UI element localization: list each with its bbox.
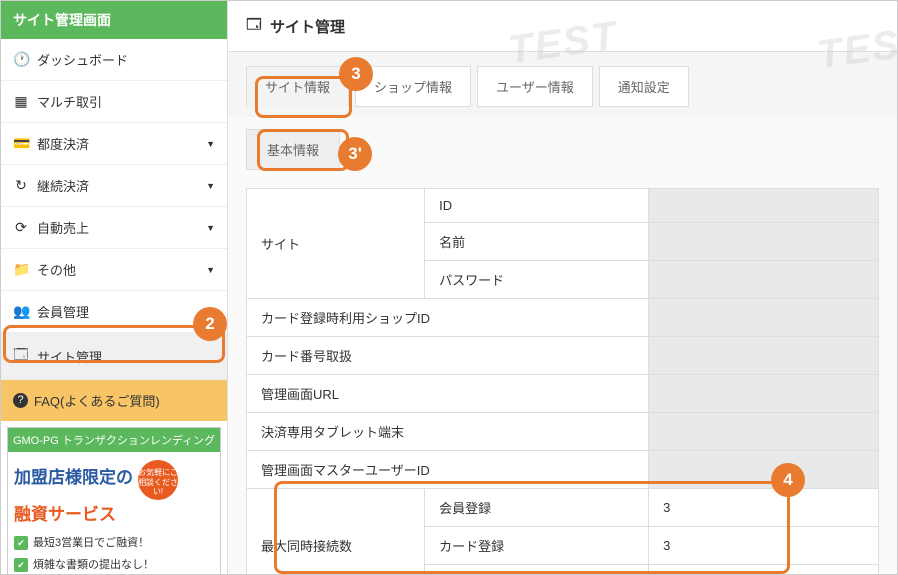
sidebar-faq[interactable]: ? FAQ(よくあるご質問) (1, 380, 227, 421)
field-label: ID (425, 189, 649, 223)
sidebar-item[interactable]: ▦ マルチ取引 (1, 81, 227, 123)
ad-header: GMO-PG トランザクションレンディング (8, 428, 220, 452)
row-label: サイト (247, 189, 425, 299)
faq-label: FAQ(よくあるご質問) (34, 391, 160, 410)
sidebar-item[interactable]: ⟳ 自動売上 ▼ (1, 207, 227, 249)
field-value: 3 (649, 489, 879, 527)
menu-label: マルチ取引 (37, 92, 102, 111)
menu-icon: 💳 (13, 135, 29, 152)
main: TEST TEST 🗔 サイト管理 サイト情報ショップ情報ユーザー情報通知設定 … (228, 1, 897, 574)
ad-bullet: 最短3営業日でご融資！ (14, 531, 214, 553)
chevron-down-icon: ▼ (206, 181, 215, 191)
field-value (649, 223, 879, 261)
row-label: 管理画面マスターユーザーID (247, 451, 649, 489)
field-value (649, 451, 879, 489)
basic-info-table: サイトID名前パスワードカード登録時利用ショップIDカード番号取扱管理画面URL… (246, 188, 879, 574)
field-value (649, 189, 879, 223)
field-value (649, 375, 879, 413)
sub-tab-basic[interactable]: 基本情報 (246, 129, 340, 170)
sidebar-item[interactable]: 🗔 サイト管理 (1, 333, 227, 380)
field-value: 3 (649, 565, 879, 575)
field-label: 会員登録 (425, 489, 649, 527)
field-value (649, 261, 879, 299)
row-label: カード番号取扱 (247, 337, 649, 375)
row-label: 管理画面URL (247, 375, 649, 413)
help-icon: ? (13, 393, 28, 408)
sidebar-item[interactable]: 🕐 ダッシュボード (1, 39, 227, 81)
table-row: 決済専用タブレット端末 (247, 413, 879, 451)
menu-icon: 🗔 (13, 344, 29, 368)
field-value (649, 337, 879, 375)
table-row: カード番号取扱 (247, 337, 879, 375)
chevron-down-icon: ▼ (206, 307, 215, 317)
chevron-down-icon: ▼ (206, 223, 215, 233)
tab[interactable]: サイト情報 (246, 66, 349, 107)
ad-body: 加盟店様限定の お気軽にご相談ください! 融資サービス 最短3営業日でご融資！煩… (8, 452, 220, 575)
field-label: カード照会 (425, 565, 649, 575)
menu-icon: 🕐 (13, 51, 29, 68)
row-label: 決済専用タブレット端末 (247, 413, 649, 451)
field-label: パスワード (425, 261, 649, 299)
menu-icon: ⟳ (13, 219, 29, 236)
tab[interactable]: ショップ情報 (355, 66, 471, 107)
ad-bullets: 最短3営業日でご融資！煩雑な書類の提出なし！担保・保証人不要！ (14, 531, 214, 575)
sidebar-title: サイト管理画面 (1, 1, 227, 39)
table-row: サイトID (247, 189, 879, 223)
table-row: 管理画面URL (247, 375, 879, 413)
app-root: サイト管理画面 🕐 ダッシュボード ▦ マルチ取引 💳 都度決済 ▼ ↻ 継続決済 ▼ ⟳ 自動売上 ▼… (0, 0, 898, 575)
sidebar-item[interactable]: 📁 その他 ▼ (1, 249, 227, 291)
tab[interactable]: 通知設定 (599, 66, 689, 107)
field-label: カード登録 (425, 527, 649, 565)
chevron-down-icon: ▼ (206, 139, 215, 149)
table-row: 管理画面マスターユーザーID (247, 451, 879, 489)
row-label: カード登録時利用ショップID (247, 299, 649, 337)
sidebar: サイト管理画面 🕐 ダッシュボード ▦ マルチ取引 💳 都度決済 ▼ ↻ 継続決済 ▼ ⟳ 自動売上 ▼… (1, 1, 228, 574)
tab[interactable]: ユーザー情報 (477, 66, 593, 107)
field-value: 3 (649, 527, 879, 565)
page-title: サイト管理 (270, 16, 345, 37)
ad-line1a: 加盟店様限定の (14, 468, 133, 487)
menu-icon: ↻ (13, 177, 29, 194)
ad-bullet: 煩雑な書類の提出なし！ (14, 553, 214, 575)
menu-icon: 📁 (13, 261, 29, 278)
chevron-down-icon: ▼ (206, 265, 215, 275)
ad-bubble: お気軽にご相談ください! (138, 460, 178, 500)
field-value (649, 413, 879, 451)
content-area: 基本情報 サイトID名前パスワードカード登録時利用ショップIDカード番号取扱管理… (228, 117, 897, 574)
menu-icon: 👥 (13, 303, 29, 320)
menu-icon: ▦ (13, 93, 29, 110)
field-value (649, 299, 879, 337)
sitemap-icon: 🗔 (246, 14, 262, 38)
ad-line1b: 融資サービス (14, 505, 116, 524)
menu-label: 自動売上 (37, 218, 89, 237)
sidebar-item[interactable]: ↻ 継続決済 ▼ (1, 165, 227, 207)
page-header: 🗔 サイト管理 (228, 1, 897, 52)
field-label: 名前 (425, 223, 649, 261)
menu-label: 継続決済 (37, 176, 89, 195)
row-label: 最大同時接続数 (247, 489, 425, 575)
menu-label: 都度決済 (37, 134, 89, 153)
table-row: 最大同時接続数会員登録3 (247, 489, 879, 527)
table-row: カード登録時利用ショップID (247, 299, 879, 337)
sidebar-item[interactable]: 👥 会員管理 ▼ (1, 291, 227, 333)
menu-label: ダッシュボード (37, 50, 128, 69)
menu-label: その他 (37, 260, 76, 279)
sidebar-ad[interactable]: GMO-PG トランザクションレンディング 加盟店様限定の お気軽にご相談くださ… (7, 427, 221, 575)
sidebar-item[interactable]: 💳 都度決済 ▼ (1, 123, 227, 165)
menu-label: サイト管理 (37, 347, 102, 366)
tabs: サイト情報ショップ情報ユーザー情報通知設定 (228, 52, 897, 117)
menu-label: 会員管理 (37, 302, 89, 321)
sub-tab-row: 基本情報 (246, 117, 879, 178)
